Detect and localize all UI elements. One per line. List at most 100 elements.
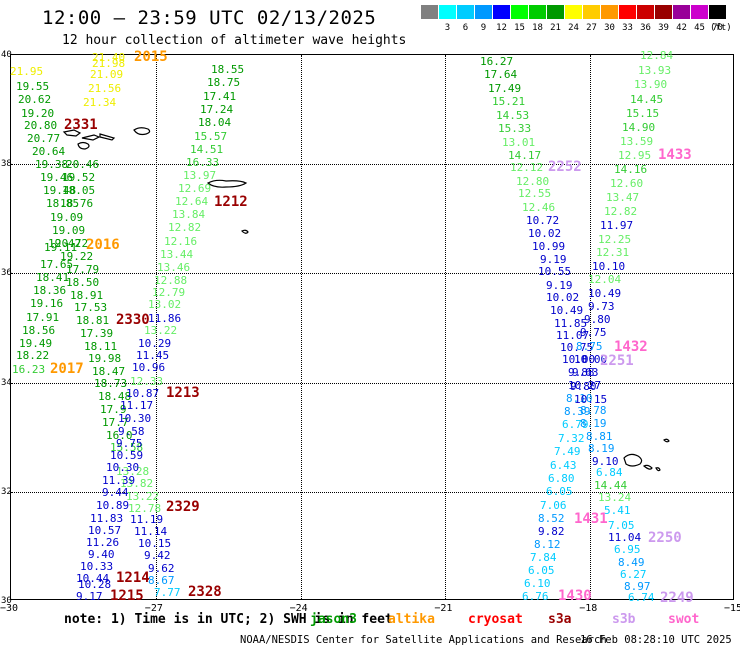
wave-height-value: 9.88 xyxy=(568,366,595,379)
map-frame xyxy=(10,54,734,600)
wave-height-value: 17.39 xyxy=(80,327,114,340)
wave-height-value: 13.97 xyxy=(183,169,217,182)
wave-height-value: 16.33 xyxy=(186,156,220,169)
wave-height-value: 9.10 xyxy=(592,455,619,468)
latitude-label: 38 xyxy=(1,159,12,170)
legend-label: 30 xyxy=(604,23,615,33)
wave-height-value: 10.89 xyxy=(96,499,130,512)
wave-height-value: 10.30 xyxy=(106,461,140,474)
wave-height-value: 8.78 xyxy=(580,404,607,417)
wave-height-value: 13.44 xyxy=(160,248,194,261)
wave-height-value: 9.19 xyxy=(540,253,567,266)
wave-height-value: 10.99 xyxy=(532,240,566,253)
wave-height-value: 17.9 xyxy=(100,403,127,416)
wave-height-value: 15.15 xyxy=(626,107,660,120)
units-note: note: 1) Time is in UTC; 2) SWH is in fe… xyxy=(64,612,393,627)
wave-height-value: 18.73 xyxy=(94,377,128,390)
island-outline xyxy=(642,464,653,470)
wave-height-value: 9.80 xyxy=(570,380,597,393)
wave-height-value: 8.49 xyxy=(618,556,645,569)
latitude-label: 34 xyxy=(1,377,12,388)
wave-height-value: 10.27 xyxy=(568,379,602,392)
wave-height-value: 18.04 xyxy=(198,116,232,129)
island-outline xyxy=(206,179,248,188)
longitude-label: −24 xyxy=(289,603,308,614)
wave-height-value: 9.75 xyxy=(580,326,607,339)
latitude-gridline xyxy=(11,164,733,166)
wave-height-value: 12.60 xyxy=(610,177,644,190)
wave-height-value: 14.45 xyxy=(630,93,664,106)
wave-height-value: 10.10 xyxy=(592,260,626,273)
legend-swatch xyxy=(709,5,726,19)
legend-label: 42 xyxy=(676,23,687,33)
satellite-swot: swot xyxy=(668,612,700,627)
wave-height-value: 6.76 xyxy=(522,590,549,603)
wave-height-value: 10.57 xyxy=(88,524,122,537)
wave-height-value: 8.12 xyxy=(534,538,561,551)
wave-height-value: 9.82 xyxy=(538,525,565,538)
latitude-gridline xyxy=(11,491,733,493)
wave-height-value: 12.79 xyxy=(152,286,186,299)
island-outlines xyxy=(62,127,670,472)
wave-height-value: 13.28 xyxy=(116,465,150,478)
wave-height-value: 8.67 xyxy=(148,574,175,587)
wave-height-value: 19.38 xyxy=(35,158,69,171)
wave-height-value: 17.53 xyxy=(74,301,108,314)
wave-height-value: 7.77 xyxy=(154,586,181,599)
wave-height-value: 8.39 xyxy=(564,405,591,418)
wave-height-value: 11.85 xyxy=(554,317,588,330)
wave-height-value: 12.16 xyxy=(164,235,198,248)
wave-height-value: 15.58 xyxy=(110,441,144,454)
wave-height-value: 20.46 xyxy=(66,158,100,171)
wave-height-value: 6.43 xyxy=(550,459,577,472)
wave-height-value: 15.21 xyxy=(492,95,526,108)
wave-height-value: 21.34 xyxy=(83,96,117,109)
wave-height-value: 13.01 xyxy=(502,136,536,149)
wave-height-value: 21.56 xyxy=(88,82,122,95)
wave-height-value: 13.59 xyxy=(620,135,654,148)
longitude-gridline xyxy=(155,55,157,599)
wave-height-value: 13.93 xyxy=(638,64,672,77)
wave-height-value: 17.65 xyxy=(40,258,74,271)
longitude-gridline xyxy=(590,55,592,599)
wave-height-value: 18.41 xyxy=(36,271,70,284)
wave-height-value: 13.90 xyxy=(634,78,668,91)
legend-swatch xyxy=(511,5,528,19)
wave-height-value: 6.80 xyxy=(548,472,575,485)
wave-height-value: 12.25 xyxy=(598,233,632,246)
wave-height-value: 14.17 xyxy=(508,149,542,162)
wave-height-value: 10.29 xyxy=(138,337,172,350)
latitude-label: 30 xyxy=(1,596,12,606)
wave-height-value: 18.85 xyxy=(46,197,80,210)
pass-time-label: 1213 xyxy=(166,385,200,401)
wave-height-value: 11.19 xyxy=(130,513,164,526)
legend-swatch xyxy=(493,5,510,19)
wave-height-value: 18.81 xyxy=(76,314,110,327)
wave-height-value: 9.40 xyxy=(88,548,115,561)
footer-timestamp: 16 Feb 08:28:10 UTC 2025 xyxy=(580,634,732,646)
wave-height-value: 15.57 xyxy=(194,130,228,143)
pass-time-label: 2251 xyxy=(600,353,634,369)
wave-height-value: 19.22 xyxy=(60,250,94,263)
wave-height-value: 8.97 xyxy=(624,580,651,593)
legend-swatch xyxy=(673,5,690,19)
wave-height-value: 19.52 xyxy=(62,171,96,184)
legend-label: 36 xyxy=(640,23,651,33)
page-title: 12:00 – 23:59 UTC 02/13/2025 xyxy=(42,7,377,29)
pass-time-label: 2016 xyxy=(86,237,120,253)
pass-time-label: 2015 xyxy=(134,49,168,65)
satellite-cryosat: cryosat xyxy=(468,612,523,627)
island-outline xyxy=(62,129,82,137)
wave-height-value: 18.76 xyxy=(60,197,94,210)
wave-height-value: 21.40 xyxy=(92,51,126,64)
legend-swatch xyxy=(691,5,708,19)
wave-height-value: 10.72 xyxy=(526,214,560,227)
wave-height-value: 6.05 xyxy=(528,564,555,577)
island-outline xyxy=(81,134,101,141)
latitude-label: 40 xyxy=(1,50,12,60)
legend-swatch xyxy=(655,5,672,19)
satellite-altika: altika xyxy=(388,612,435,627)
wave-height-value: 9.17 xyxy=(76,590,103,603)
wave-height-value: 10.87 xyxy=(126,387,160,400)
wave-height-value: 14.90 xyxy=(622,121,656,134)
